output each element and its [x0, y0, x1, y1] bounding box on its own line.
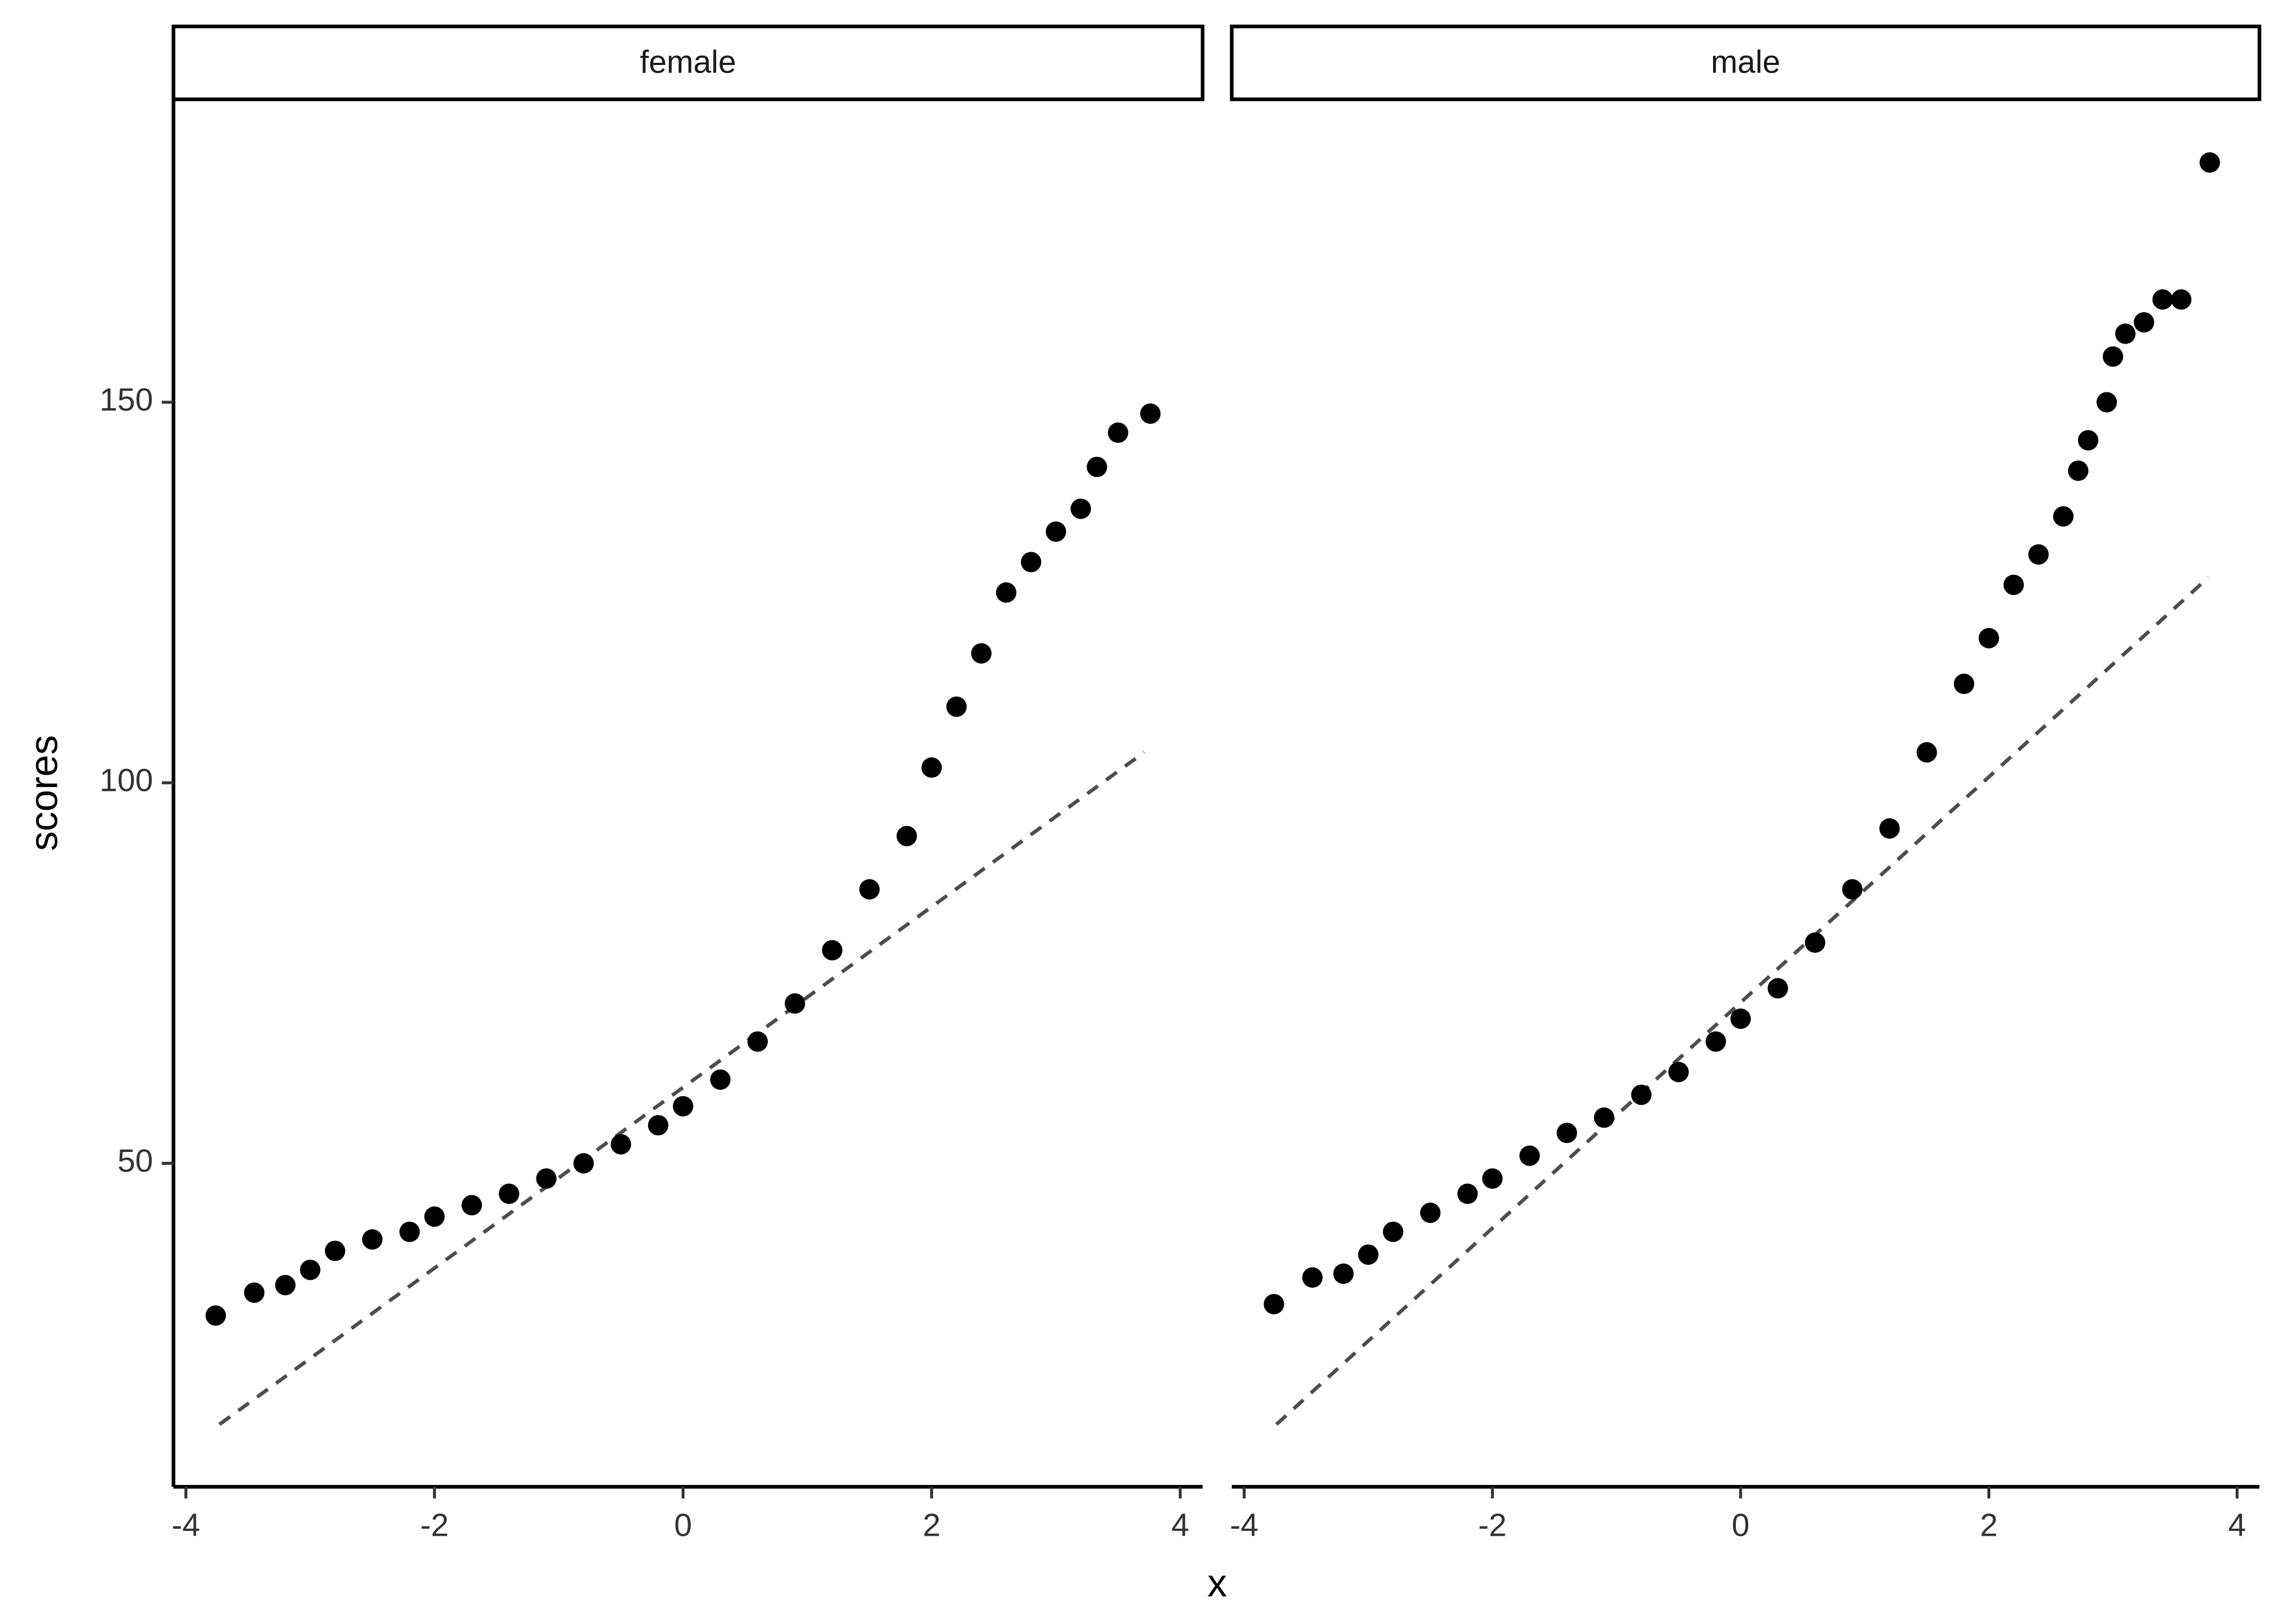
- facet-strip: [172, 24, 1205, 101]
- point: [536, 1168, 557, 1189]
- point: [1140, 403, 1161, 424]
- point: [2102, 346, 2123, 367]
- point: [747, 1031, 768, 1052]
- point: [1333, 1263, 1354, 1284]
- point: [2115, 323, 2136, 344]
- x-tick-label: -4: [1230, 1507, 1259, 1543]
- point: [2003, 574, 2024, 595]
- point: [300, 1259, 321, 1280]
- y-tick-label: 150: [100, 382, 153, 418]
- point: [971, 643, 992, 664]
- x-tick-label: 2: [1980, 1507, 1998, 1543]
- point: [610, 1134, 631, 1155]
- point: [2171, 289, 2192, 310]
- point: [1457, 1183, 1478, 1204]
- point: [244, 1282, 265, 1303]
- point: [205, 1305, 226, 1326]
- point: [859, 879, 880, 900]
- point: [1087, 456, 1107, 477]
- point: [672, 1096, 694, 1117]
- point: [2096, 392, 2117, 412]
- point: [1978, 628, 1999, 649]
- reference-line: [218, 751, 1146, 1426]
- point: [2028, 544, 2049, 565]
- point: [1482, 1168, 1503, 1189]
- x-tick-label: -4: [172, 1507, 200, 1543]
- y-tick-label: 100: [100, 762, 153, 798]
- point: [1557, 1122, 1577, 1143]
- point: [1070, 499, 1092, 519]
- point: [1519, 1145, 1540, 1166]
- point: [1842, 879, 1863, 900]
- point: [1108, 422, 1128, 443]
- facet-strip: [1230, 24, 2262, 101]
- point: [822, 940, 842, 961]
- point: [1668, 1062, 1689, 1083]
- point: [324, 1240, 345, 1261]
- x-tick-label: 2: [923, 1507, 940, 1543]
- point: [399, 1221, 420, 1242]
- point: [1264, 1294, 1284, 1314]
- point: [1805, 932, 1826, 953]
- x-tick-label: 0: [674, 1507, 692, 1543]
- point: [946, 696, 967, 717]
- point: [362, 1229, 383, 1250]
- x-tick-label: -2: [420, 1507, 449, 1543]
- point: [2199, 152, 2220, 173]
- point: [710, 1069, 731, 1090]
- point: [1302, 1267, 1323, 1288]
- reference-line: [1275, 575, 2210, 1426]
- facet-title: male: [1711, 43, 1780, 80]
- point: [1706, 1031, 1726, 1052]
- point: [1045, 521, 1067, 542]
- point: [785, 993, 806, 1014]
- point: [573, 1153, 594, 1174]
- facet-title: female: [640, 43, 736, 80]
- point: [1767, 978, 1788, 999]
- point: [921, 757, 942, 778]
- point: [2077, 430, 2099, 451]
- point: [1420, 1202, 1441, 1223]
- point: [275, 1275, 296, 1295]
- point: [1730, 1009, 1751, 1029]
- point: [1879, 818, 1900, 839]
- x-tick-label: 0: [1731, 1507, 1749, 1543]
- point: [1916, 742, 1937, 763]
- point: [461, 1195, 482, 1216]
- x-tick-label: -2: [1478, 1507, 1507, 1543]
- point: [424, 1206, 445, 1227]
- point: [896, 826, 917, 847]
- point: [2152, 289, 2173, 310]
- x-tick-label: 4: [2228, 1507, 2246, 1543]
- point: [2053, 506, 2074, 527]
- point: [2134, 312, 2154, 333]
- point: [1383, 1221, 1403, 1242]
- point: [1953, 673, 1975, 695]
- point: [1358, 1244, 1379, 1265]
- point: [2068, 460, 2089, 481]
- point: [996, 582, 1017, 603]
- point: [499, 1183, 520, 1204]
- point: [1021, 552, 1042, 573]
- y-tick-label: 50: [117, 1143, 153, 1179]
- x-axis-label: x: [1207, 1561, 1227, 1605]
- y-axis-label: scores: [22, 735, 66, 851]
- point: [1631, 1084, 1652, 1105]
- x-tick-label: 4: [1171, 1507, 1189, 1543]
- point: [1593, 1107, 1615, 1128]
- point: [648, 1115, 669, 1136]
